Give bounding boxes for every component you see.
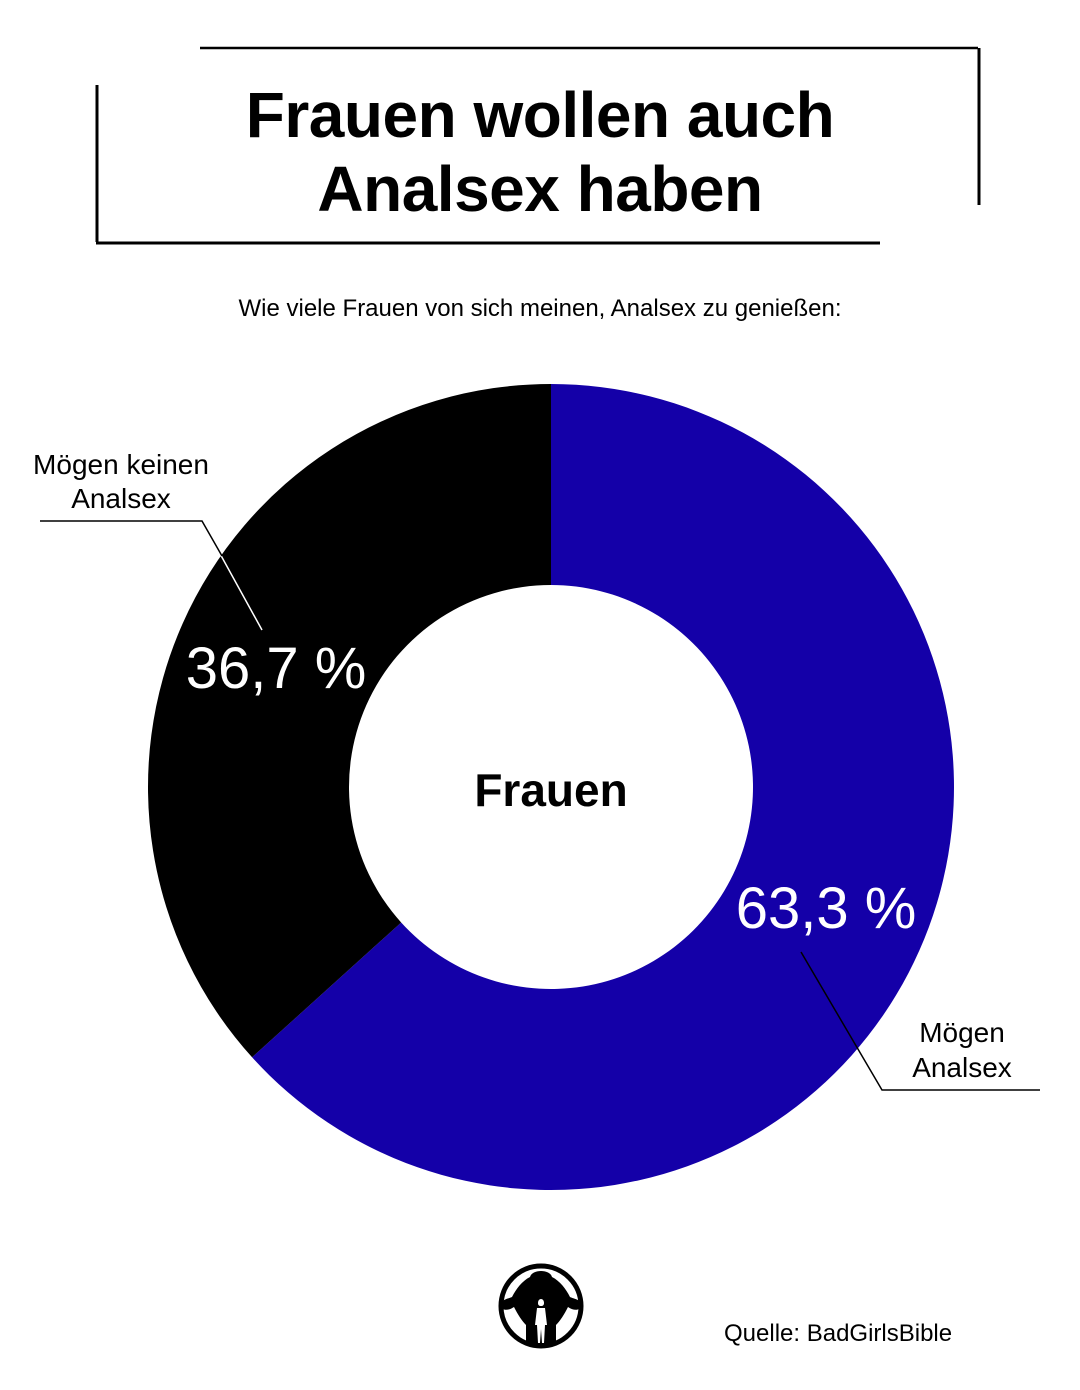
- page-title: Frauen wollen auch Analsex haben: [100, 78, 980, 226]
- chart-subtitle: Wie viele Frauen von sich meinen, Analse…: [238, 295, 842, 322]
- leader-line-0: [800, 951, 1040, 1091]
- gorilla-logo-icon: [498, 1263, 584, 1349]
- source-note: Quelle: BadGirlsBible: [724, 1320, 953, 1347]
- donut-slice-1: [148, 384, 552, 1058]
- center-label: Frauen: [474, 764, 627, 816]
- slices-group: [148, 384, 955, 1190]
- title-frame: [95, 46, 981, 245]
- donut-slice-0: [252, 384, 955, 1190]
- title-line-2: Analsex haben: [317, 153, 763, 225]
- leader-line-outer-1: [40, 520, 223, 557]
- category-label-0-line-0: Mögen: [919, 1017, 1005, 1048]
- category-label-1-line-1: Analsex: [71, 483, 171, 514]
- value-label-1: 36,7 %: [186, 636, 367, 701]
- title-line-1: Frauen wollen auch: [245, 79, 835, 151]
- value-label-0: 63,3 %: [736, 876, 917, 941]
- category-label-1-line-0: Mögen keinen: [33, 449, 209, 480]
- category-label-0-line-1: Analsex: [912, 1052, 1012, 1083]
